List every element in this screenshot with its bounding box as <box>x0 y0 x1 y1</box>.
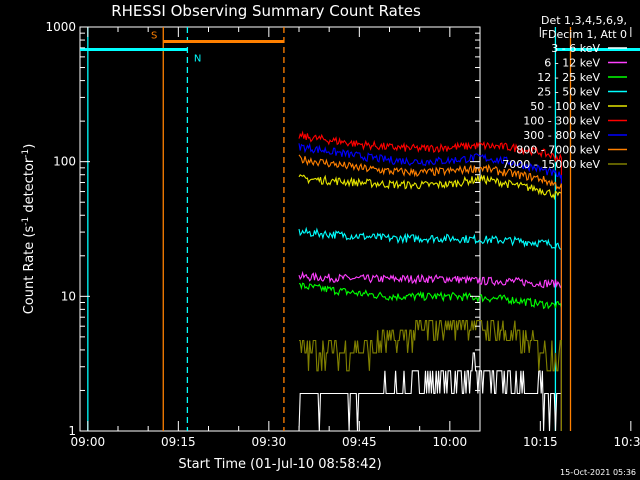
y-axis-label: Count Rate (s-1 detector-1) <box>21 144 37 315</box>
legend-header-detectors: Det 1,3,4,5,6,9, <box>541 14 627 27</box>
x-tick-label: 09:30 <box>252 435 287 449</box>
legend-entry-label: 3 - 6 keV <box>551 42 600 55</box>
y-tick-label: 10 <box>61 289 76 303</box>
legend-entry-label: 6 - 12 keV <box>544 57 600 70</box>
plot-frame <box>79 26 481 432</box>
timestamp: 15-Oct-2021 05:36 <box>560 468 636 477</box>
x-tick-label: 09:00 <box>71 435 106 449</box>
legend-entry-label: 12 - 25 keV <box>537 71 600 84</box>
legend-entry-label: 7000 - 15000 keV <box>502 158 600 171</box>
chart-title: RHESSI Observing Summary Count Rates <box>111 2 421 20</box>
series-trace <box>299 320 562 431</box>
legend-entry-label: 100 - 300 keV <box>523 115 600 128</box>
legend-header-decim: FDecim 1, Att 0 <box>542 28 627 41</box>
series-trace <box>298 174 562 431</box>
series-layer <box>298 130 562 432</box>
legend-entry-label: 50 - 100 keV <box>530 100 600 113</box>
legend-entry-label: 300 - 800 keV <box>523 129 600 142</box>
x-axis-label: Start Time (01-Jul-10 08:58:42) <box>178 457 381 472</box>
series-trace <box>298 130 562 431</box>
series-trace <box>298 352 562 432</box>
series-trace <box>298 282 562 431</box>
annotation-lines <box>87 27 572 431</box>
x-axis: 09:00 09:15 09:30 09:45 10:00 10:15 10:30 <box>71 27 640 449</box>
flag-label: S <box>151 31 157 42</box>
series-trace <box>298 142 562 431</box>
series-trace <box>298 154 562 431</box>
y-tick-label: 1000 <box>45 20 76 34</box>
y-tick-label: 100 <box>53 155 76 169</box>
series-trace <box>298 270 562 431</box>
legend-entry-label: 800 - 7000 keV <box>516 144 600 157</box>
x-tick-label: 10:30 <box>614 435 640 449</box>
x-tick-label: 09:45 <box>342 435 377 449</box>
flag-label: N <box>194 54 201 65</box>
x-tick-label: 10:15 <box>523 435 558 449</box>
flag-bars: SN <box>80 31 640 65</box>
x-tick-label: 10:00 <box>433 435 468 449</box>
y-tick-label: 1 <box>68 424 76 438</box>
series-trace <box>298 226 562 431</box>
legend-entry-label: 25 - 50 keV <box>537 86 600 99</box>
y-axis: 1 10 100 1000 <box>45 20 480 438</box>
legend: Det 1,3,4,5,6,9, FDecim 1, Att 0 3 - 6 k… <box>502 14 627 171</box>
x-tick-label: 09:15 <box>161 435 196 449</box>
